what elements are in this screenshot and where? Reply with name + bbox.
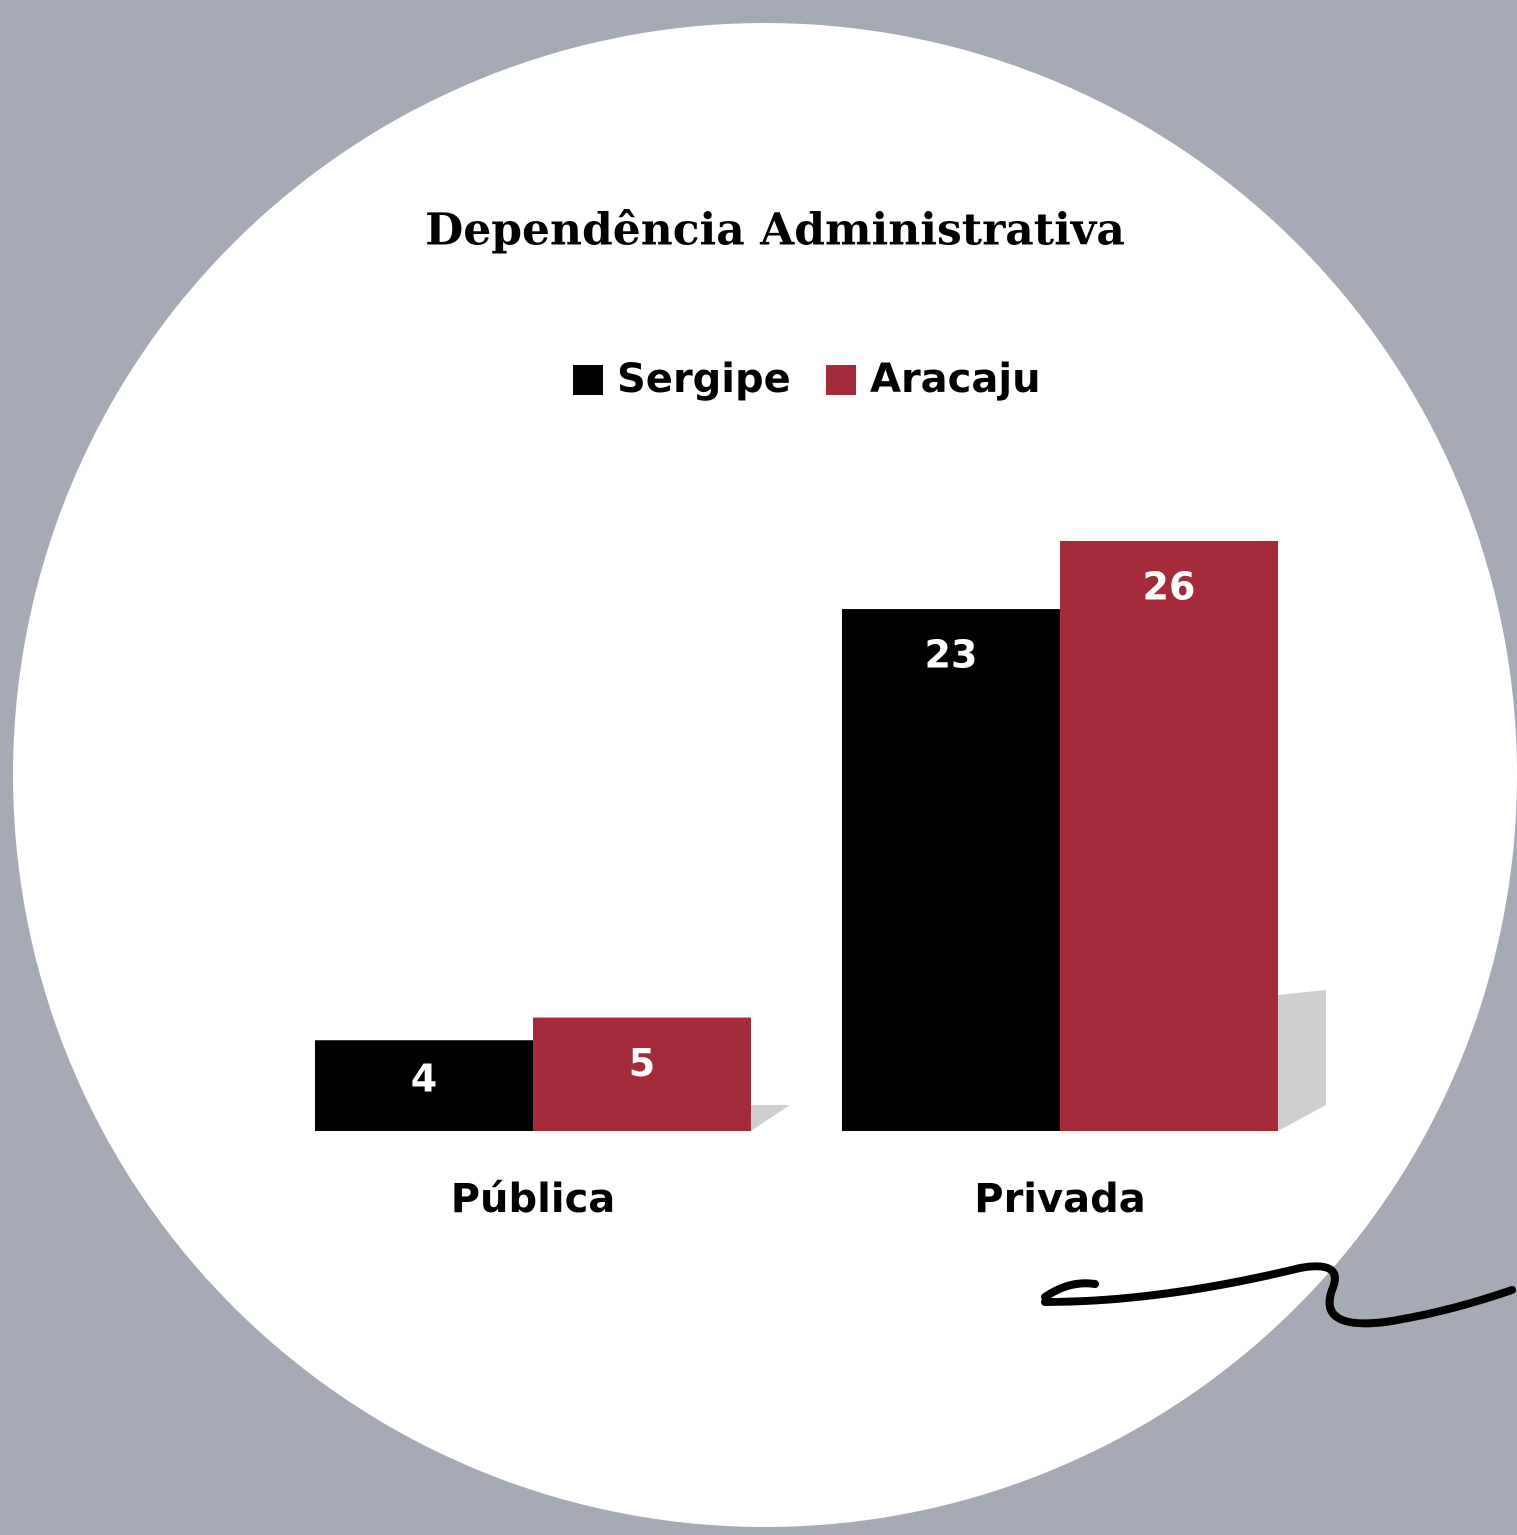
bar xyxy=(533,1017,751,1131)
bar xyxy=(842,609,1060,1131)
decorative-squiggle xyxy=(1041,1262,1516,1328)
bar-shadow xyxy=(751,1105,790,1131)
backdrop-circle xyxy=(13,23,1517,1527)
bar-shadow xyxy=(1278,990,1326,1131)
value-label: 26 xyxy=(1143,565,1196,609)
value-label: 23 xyxy=(925,633,978,677)
legend-swatch xyxy=(826,365,856,395)
chart-title: Dependência Administrativa xyxy=(425,205,1125,256)
bar xyxy=(315,1040,533,1131)
legend-label: Sergipe xyxy=(617,356,791,402)
bar xyxy=(1060,541,1278,1131)
value-label: 4 xyxy=(411,1057,437,1101)
x-tick-label: Privada xyxy=(974,1176,1145,1222)
legend-label: Aracaju xyxy=(870,356,1041,402)
legend-swatch xyxy=(573,365,603,395)
x-tick-label: Pública xyxy=(451,1176,616,1222)
value-label: 5 xyxy=(629,1041,655,1085)
